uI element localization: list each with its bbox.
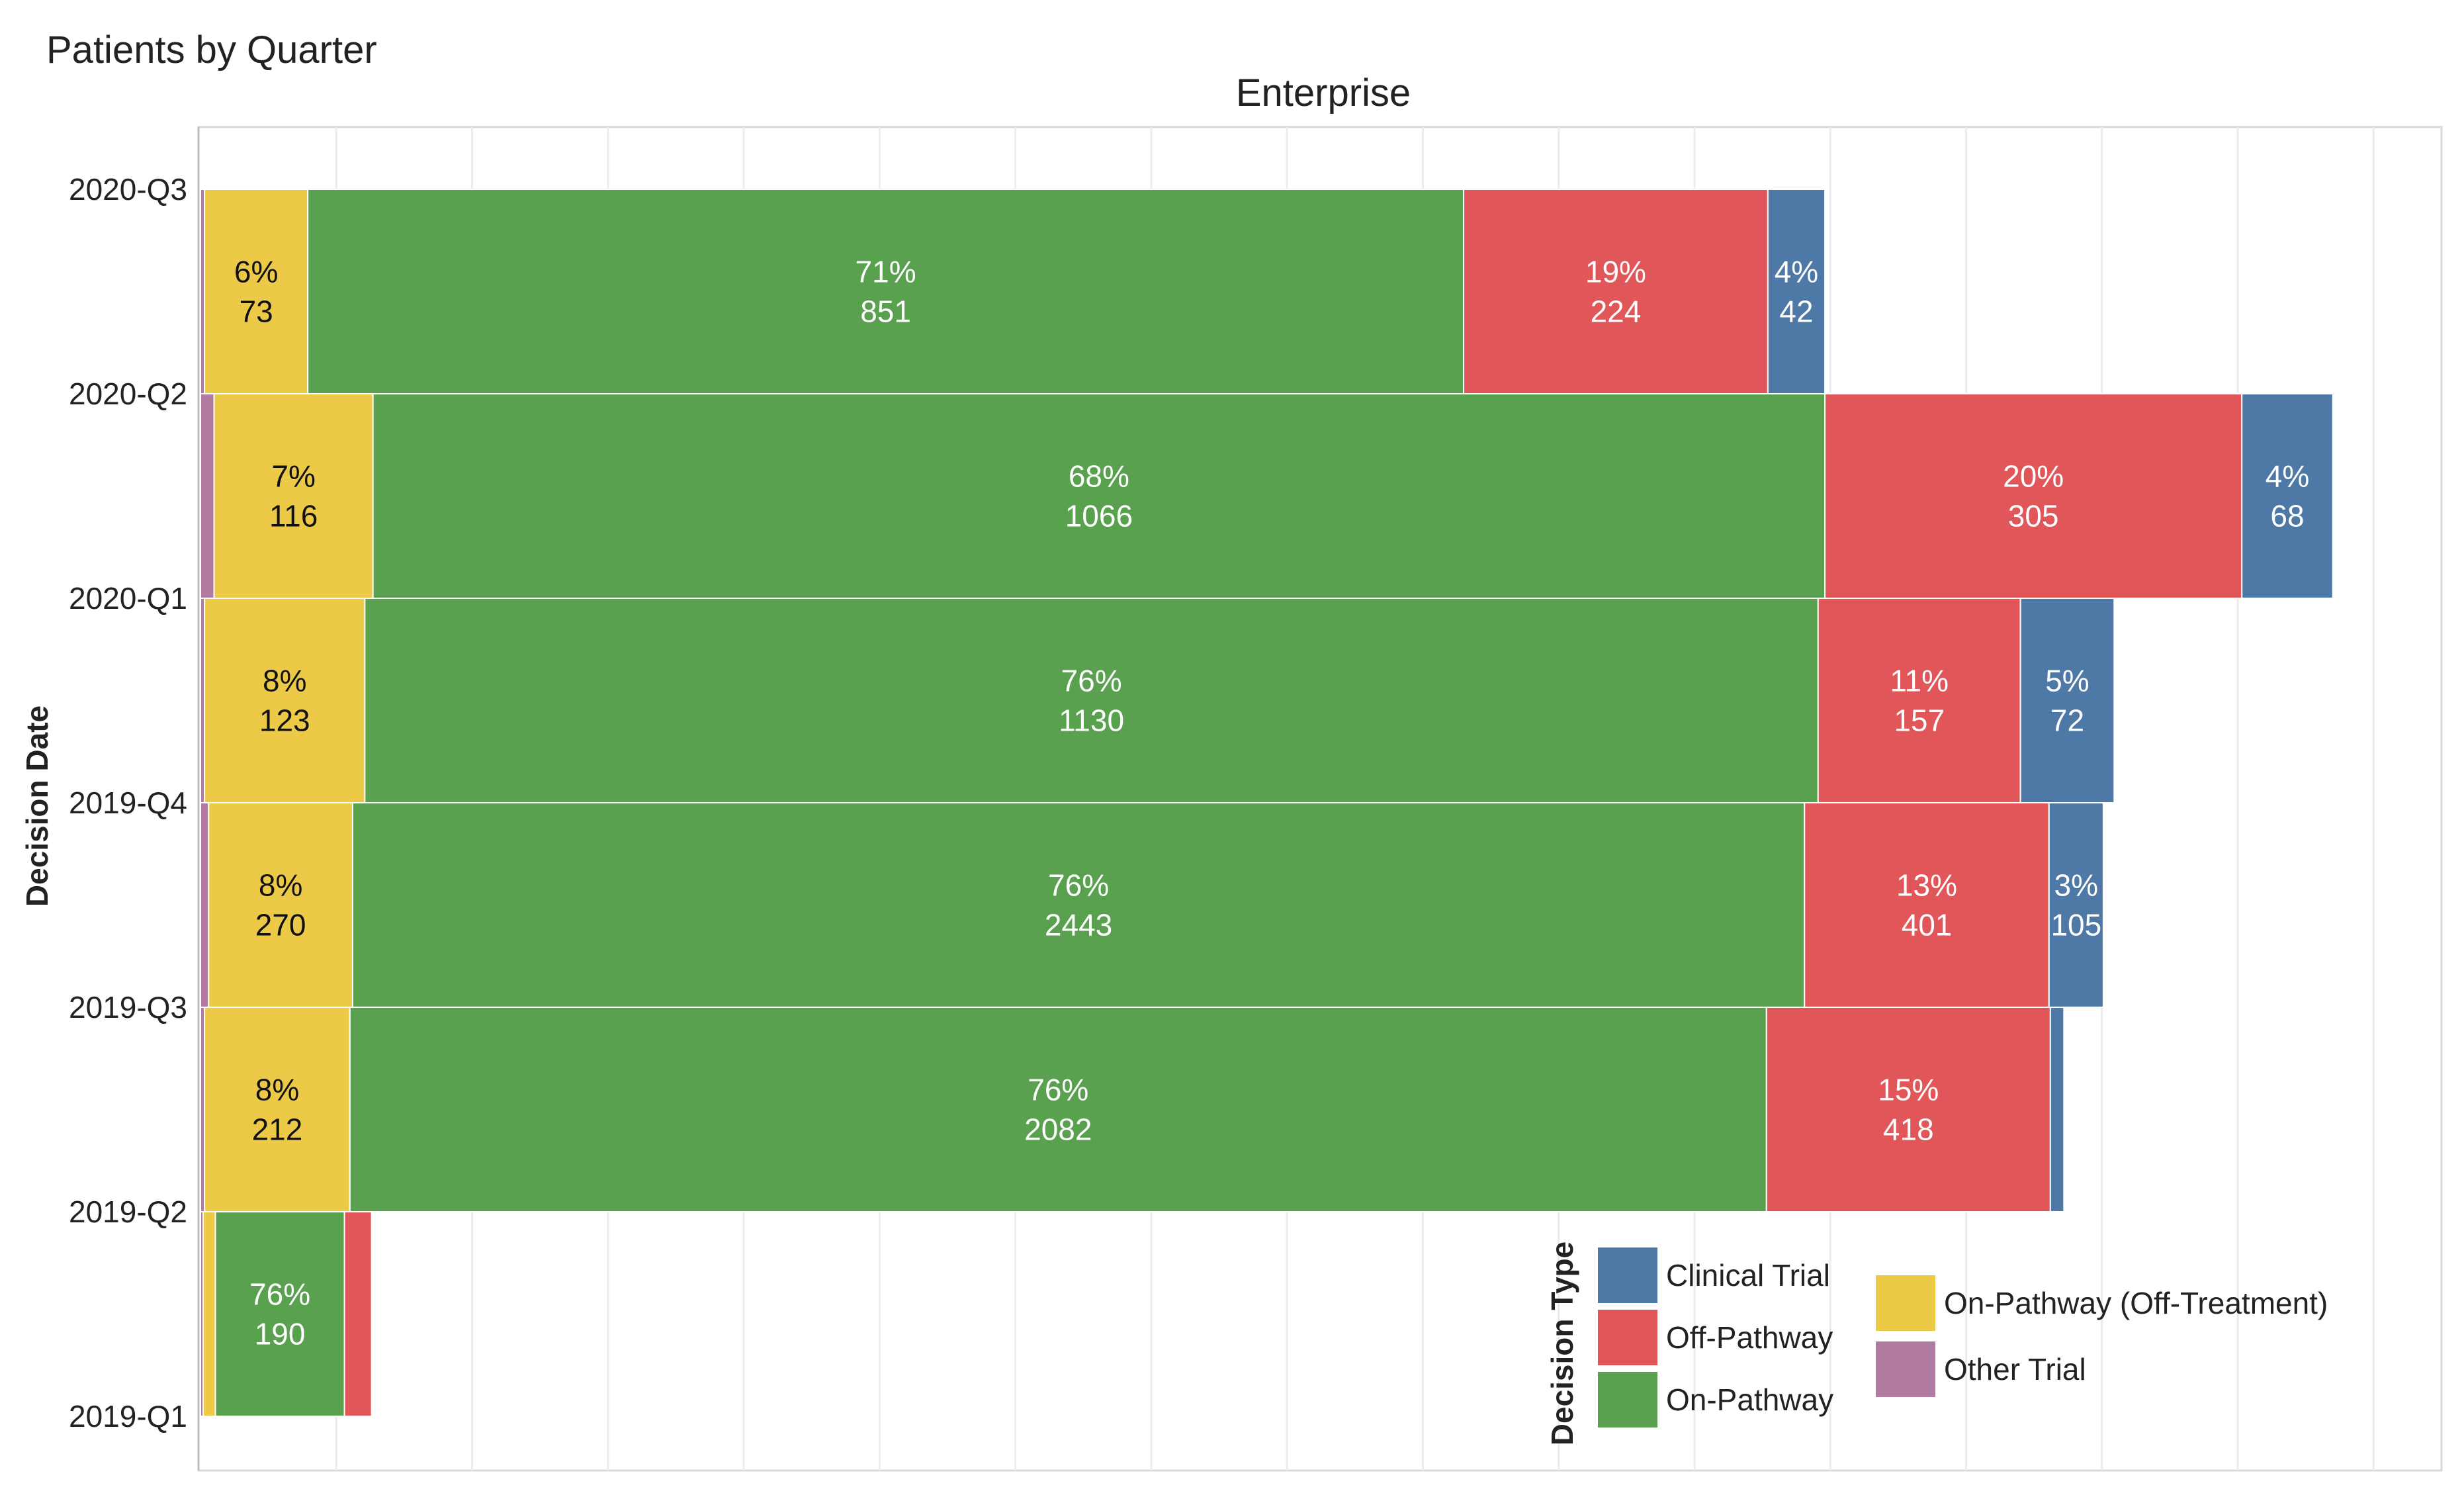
- data-label-count: 305: [2008, 499, 2059, 533]
- data-label-count: 116: [269, 499, 318, 533]
- data-label-percent: 8%: [263, 664, 306, 698]
- data-label-percent: 76%: [249, 1277, 310, 1312]
- data-label-percent: 11%: [1890, 664, 1949, 698]
- bar-segment-on-pathway: [214, 1211, 345, 1417]
- y-tick-label: 2019-Q3: [69, 990, 187, 1024]
- data-label-count: 105: [2050, 908, 2101, 942]
- data-label-count: 157: [1894, 703, 1945, 738]
- bar-segment-off-pathway: [1463, 189, 1769, 394]
- data-label-count: 73: [240, 294, 273, 329]
- data-label-percent: 15%: [1878, 1073, 1939, 1107]
- legend-label: On-Pathway: [1666, 1382, 1833, 1417]
- data-label-count: 2082: [1024, 1112, 1092, 1147]
- bar-segment-off-pathway: [1765, 1007, 2051, 1212]
- legend: Decision Type Clinical Trial Off-Pathway O…: [1545, 1242, 2328, 1445]
- data-label-percent: 68%: [1069, 459, 1129, 494]
- bar-segment-other-trial: [200, 802, 210, 1008]
- y-tick-label: 2019-Q2: [69, 1195, 187, 1229]
- data-label-percent: 76%: [1048, 868, 1109, 903]
- bar-segment-on-pathway-off-treatment: [204, 189, 309, 394]
- bar-segment-on-pathway: [307, 189, 1465, 394]
- data-label-count: 123: [259, 703, 310, 738]
- bar-segment-clinical-trial: [2049, 1007, 2065, 1212]
- bar-segment-clinical-trial: [2048, 802, 2104, 1008]
- data-label-percent: 6%: [234, 255, 278, 289]
- data-label-count: 72: [2050, 703, 2084, 738]
- bar-segment-on-pathway-off-treatment: [208, 802, 353, 1008]
- legend-label: Other Trial: [1944, 1352, 2086, 1386]
- bar-segment-on-pathway: [372, 393, 1826, 599]
- bar-segment-on-pathway-off-treatment: [202, 1211, 216, 1417]
- panel-title: Enterprise: [1236, 71, 1411, 114]
- data-label-count: 1130: [1059, 703, 1124, 738]
- bar-segment-off-pathway: [1824, 393, 2243, 599]
- data-label-count: 851: [860, 294, 911, 329]
- bar-row: 8% 123 76% 1130 11% 157 5% 72: [200, 598, 2115, 803]
- data-label-count: 224: [1591, 294, 1642, 329]
- legend-title: Decision Type: [1545, 1242, 1579, 1445]
- bar-segment-on-pathway-off-treatment: [204, 598, 366, 803]
- y-tick-label: 2020-Q1: [69, 581, 187, 615]
- data-label-percent: 5%: [2045, 664, 2089, 698]
- data-label-percent: 4%: [2266, 459, 2309, 494]
- legend-swatch: [1876, 1341, 1935, 1397]
- bar-segment-other-trial: [200, 393, 215, 599]
- bar-segment-on-pathway: [349, 1007, 1767, 1212]
- bar-segment-on-pathway: [364, 598, 1819, 803]
- data-label-count: 418: [1883, 1112, 1934, 1147]
- data-label-count: 270: [255, 908, 306, 942]
- y-tick-label: 2020-Q3: [69, 172, 187, 206]
- y-axis-label: Decision Date: [20, 705, 54, 907]
- bar-row: 8% 212 76% 2082 15% 418: [200, 1007, 2065, 1212]
- data-label-percent: 8%: [255, 1073, 299, 1107]
- bar-segment-off-pathway: [1817, 598, 2021, 803]
- data-label-percent: 76%: [1028, 1073, 1088, 1107]
- bar-segment-off-pathway: [343, 1211, 373, 1417]
- data-label-count: 42: [1779, 294, 1813, 329]
- bar-segment-on-pathway: [351, 802, 1806, 1008]
- bar-row: 8% 270 76% 2443 13% 401 3% 105: [200, 802, 2104, 1008]
- legend-label: Clinical Trial: [1666, 1258, 1830, 1292]
- bar-segment-on-pathway-off-treatment: [204, 1007, 351, 1212]
- legend-label: On-Pathway (Off-Treatment): [1944, 1286, 2328, 1320]
- bars: 6% 73 71% 851 19% 224 4% 42 7% 116 68% 1066 20% 305 4%…: [200, 189, 2334, 1417]
- legend-swatch: [1598, 1247, 1657, 1303]
- bar-segment-clinical-trial: [2241, 393, 2334, 599]
- data-label-count: 212: [252, 1112, 303, 1147]
- data-label-percent: 19%: [1585, 255, 1646, 289]
- data-label-percent: 71%: [856, 255, 916, 289]
- data-label-percent: 20%: [2003, 459, 2064, 494]
- data-label-percent: 7%: [271, 459, 315, 494]
- legend-label: Off-Pathway: [1666, 1320, 1833, 1355]
- legend-swatch: [1598, 1310, 1657, 1365]
- bar-segment-off-pathway: [1804, 802, 2050, 1008]
- y-tick-label: 2019-Q4: [69, 786, 187, 820]
- data-label-percent: 76%: [1061, 664, 1122, 698]
- bar-row: 6% 73 71% 851 19% 224 4% 42: [200, 189, 1826, 394]
- data-label-count: 1066: [1065, 499, 1133, 533]
- legend-swatch: [1876, 1275, 1935, 1331]
- y-tick-label: 2019-Q1: [69, 1399, 187, 1433]
- data-label-percent: 3%: [2054, 868, 2098, 903]
- legend-swatch: [1598, 1372, 1657, 1427]
- bar-segment-clinical-trial: [2019, 598, 2115, 803]
- bar-row: 7% 116 68% 1066 20% 305 4% 68: [200, 393, 2334, 599]
- data-label-count: 68: [2270, 499, 2304, 533]
- data-label-count: 401: [1902, 908, 1953, 942]
- y-tick-label: 2020-Q2: [69, 377, 187, 411]
- y-axis-ticks: 2020-Q3 2020-Q2 2020-Q1 2019-Q4 2019-Q3 2019-…: [69, 172, 187, 1433]
- data-label-count: 2443: [1045, 908, 1112, 942]
- data-label-percent: 13%: [1896, 868, 1957, 903]
- bar-row: 76%190: [200, 1211, 373, 1417]
- chart-title: Patients by Quarter: [46, 28, 377, 71]
- data-label-percent: 4%: [1775, 255, 1818, 289]
- bar-segment-clinical-trial: [1767, 189, 1826, 394]
- data-label-percent: 8%: [259, 868, 302, 903]
- bar-segment-on-pathway-off-treatment: [213, 393, 374, 599]
- data-label-count: 190: [255, 1317, 306, 1351]
